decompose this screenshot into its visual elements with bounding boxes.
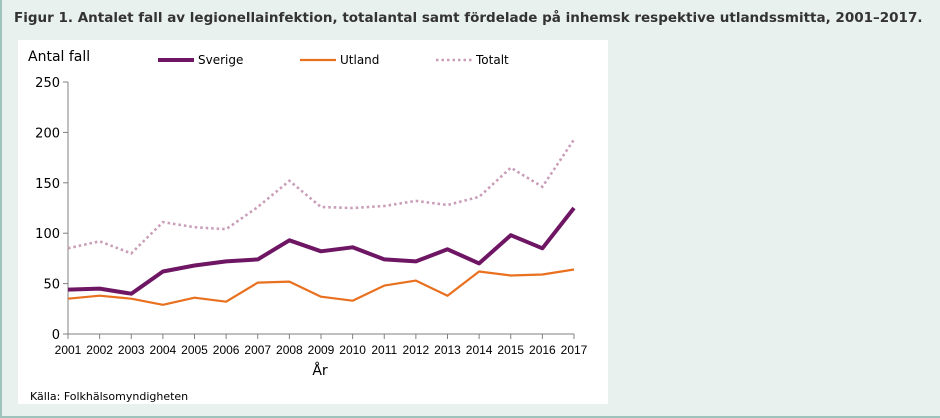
x-tick-label: 2017: [561, 343, 588, 357]
y-tick-label: 0: [52, 328, 60, 343]
x-tick-label: 2005: [181, 343, 208, 357]
x-tick-label: 2003: [118, 343, 145, 357]
legend-label-sverige: Sverige: [198, 53, 243, 67]
legend-label-totalt: Totalt: [475, 53, 509, 67]
x-tick-label: 2001: [55, 343, 82, 357]
line-chart: Antal fall Sverige Utland Totalt 0 50 100 150…: [18, 40, 608, 404]
x-tick-label: 2007: [244, 343, 271, 357]
x-axis: 2001 2002 2003 2004 2005 2006 2007 2008 2009 2010…: [55, 334, 588, 357]
x-tick-label: 2016: [529, 343, 556, 357]
x-tick-label: 2012: [403, 343, 430, 357]
source-note: Källa: Folkhälsomyndigheten: [30, 390, 188, 403]
y-tick-label: 250: [35, 76, 60, 91]
x-tick-label: 2010: [339, 343, 366, 357]
x-tick-label: 2004: [150, 343, 177, 357]
y-tick-label: 100: [35, 227, 60, 242]
legend-label-utland: Utland: [340, 53, 379, 67]
x-tick-label: 2013: [434, 343, 461, 357]
y-tick-label: 50: [43, 278, 60, 293]
x-tick-label: 2011: [371, 343, 397, 357]
x-tick-label: 2015: [497, 343, 524, 357]
x-tick-label: 2014: [466, 343, 493, 357]
series-line-sverige: [68, 208, 574, 294]
series-line-totalt: [68, 140, 574, 254]
x-tick-label: 2002: [86, 343, 113, 357]
y-axis-label: Antal fall: [28, 49, 90, 65]
legend: Sverige Utland Totalt: [158, 53, 509, 67]
x-tick-label: 2009: [308, 343, 335, 357]
y-tick-label: 200: [35, 126, 60, 141]
x-tick-label: 2008: [276, 343, 303, 357]
figure-title: Figur 1. Antalet fall av legionellainfek…: [14, 10, 922, 26]
x-tick-label: 2006: [213, 343, 240, 357]
chart-panel: Antal fall Sverige Utland Totalt 0 50 100 150…: [18, 40, 608, 404]
y-tick-label: 150: [35, 177, 60, 192]
x-axis-label: År: [312, 362, 328, 379]
y-axis: 0 50 100 150 200 250: [35, 76, 68, 343]
plot-area: [68, 140, 574, 305]
